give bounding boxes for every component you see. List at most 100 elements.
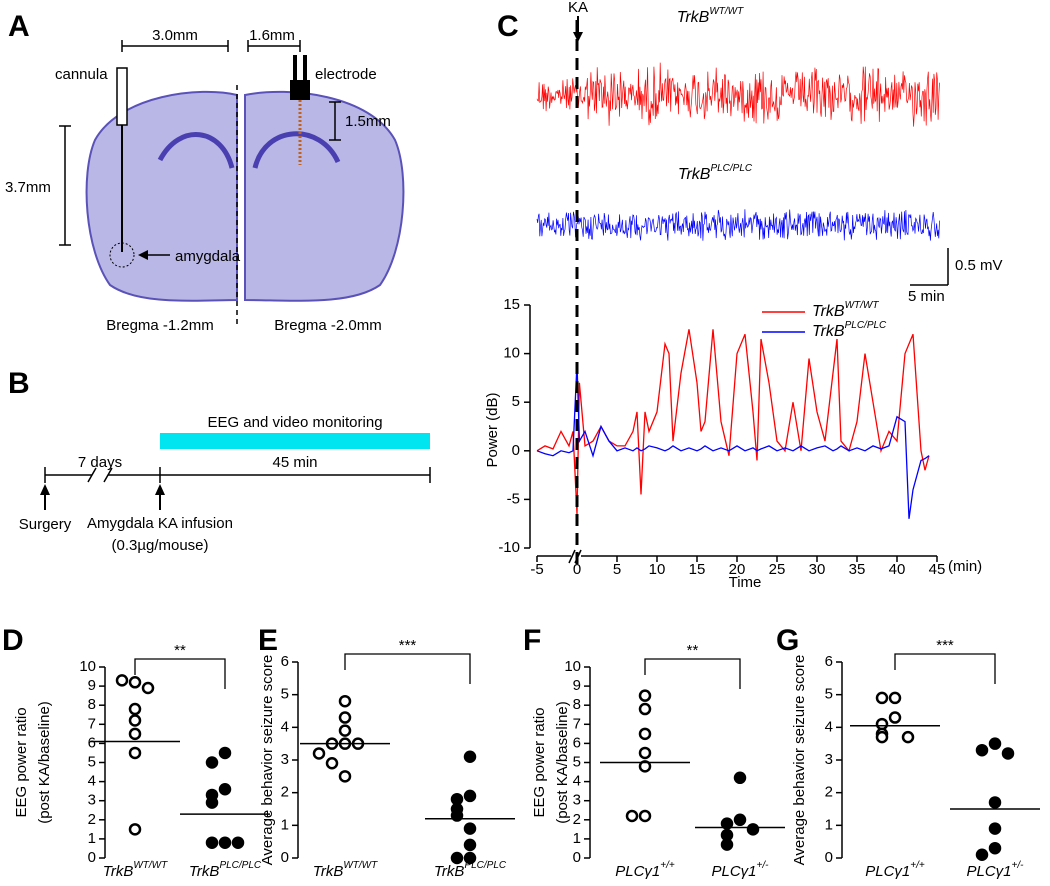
data-point [450,809,464,822]
data-point [463,838,477,852]
legend-label-main: TrkB [812,323,845,340]
y-tick-label: 1 [281,816,289,833]
y-axis-title: (post KA/baseline) [554,701,571,824]
x-tick-label: 20 [729,561,746,578]
event-label: Surgery [19,516,72,533]
data-point [218,836,232,849]
data-point [901,730,915,744]
arrow-head [573,32,583,42]
data-point [638,702,652,716]
x-tick-label-sup: WT/WT [343,860,378,871]
y-tick-label: 2 [573,811,581,828]
x-tick-label: 35 [849,561,866,578]
data-point [463,789,477,803]
y-tick-label: -5 [507,490,520,507]
trace-title-sup: WT/WT [709,6,744,17]
x-tick-label-sup: +/- [1012,860,1025,871]
event-label: Amygdala KA infusion [87,515,233,532]
y-tick-label: 2 [825,784,833,801]
panel-label: G [776,624,799,657]
y-tick-label: 0 [825,849,833,866]
y-tick-label: -10 [498,539,520,556]
trace-title-sup: PLC/PLC [710,163,752,174]
hippocampus [157,132,235,169]
y-tick-label: 9 [88,677,96,694]
x-tick-label: TrkBPLC/PLC [189,860,262,880]
panel-label: D [2,624,24,657]
data-point [128,727,142,741]
x-tick-label: 10 [649,561,666,578]
y-tick-label: 6 [281,653,289,670]
y-axis-title: Average behavior seizure score [259,655,276,866]
significance-label: *** [936,637,954,654]
data-point [888,691,902,705]
panel-b: EEG and video monitoring 7 days 45 min S… [19,414,431,554]
significance-bracket [344,653,471,684]
x-tick-label-main: PLCγ1 [967,863,1012,880]
x-tick-label-sup: PLC/PLC [464,860,506,871]
scale-label: 5 min [908,288,945,305]
data-point [1001,747,1015,760]
data-point [733,813,747,827]
x-tick-label: -5 [530,561,543,578]
electrode-body [290,55,310,100]
target-label: amygdala [175,248,241,265]
y-tick-label: 0 [573,849,581,866]
dimension-label: 3.7mm [5,179,51,196]
data-point [128,746,142,760]
brain-section [244,90,405,302]
x-tick-label-main: PLCγ1 [712,863,757,880]
section-label: Bregma -2.0mm [274,317,382,334]
event-label: KA [568,0,588,16]
data-point [875,717,889,731]
data-point [875,730,889,744]
monitoring-label: EEG and video monitoring [207,414,382,431]
trace-title-main: TrkB [678,166,711,183]
eeg-trace [536,62,940,127]
y-tick-label: 1 [573,830,581,847]
x-tick-label: 0 [573,561,581,578]
arrow-head [40,484,50,495]
y-tick-label: 3 [825,751,833,768]
y-tick-label: 5 [512,393,520,410]
significance-bracket [644,658,741,689]
data-point [638,746,652,760]
section-label: Bregma -1.2mm [106,317,214,334]
y-axis-title: Power (dB) [484,392,501,467]
y-tick-label: 5 [825,686,833,703]
x-tick-label-main: TrkB [434,863,465,880]
power-line [536,329,930,515]
x-tick-label: PLCγ1+/+ [615,860,675,880]
data-point [463,750,477,763]
x-tick-label-main: TrkB [189,863,220,880]
data-point [625,809,639,823]
data-point [115,674,129,687]
panel-label: F [523,624,541,657]
y-tick-label: 4 [573,773,581,790]
break-mark [87,467,97,483]
x-tick-label: 25 [769,561,786,578]
data-point [141,681,155,695]
y-tick-label: 15 [503,296,520,313]
y-tick-label: 10 [564,658,581,675]
data-point [128,702,142,716]
data-point [988,841,1002,855]
y-tick-label: 3 [573,792,581,809]
panel-label: C [497,10,519,43]
data-point [638,689,652,702]
x-axis-unit: (min) [948,558,982,575]
data-point [128,714,142,727]
x-tick-label-sup: +/+ [660,860,675,871]
data-point [338,724,352,737]
data-point [463,851,477,865]
x-tick-label: PLCγ1+/+ [865,860,925,880]
data-point [746,823,760,836]
y-tick-label: 7 [88,715,96,732]
data-point [888,711,902,724]
eeg-trace [536,209,940,241]
significance-label: ** [174,642,186,659]
x-tick-label-main: TrkB [103,863,134,880]
data-point [312,747,326,760]
